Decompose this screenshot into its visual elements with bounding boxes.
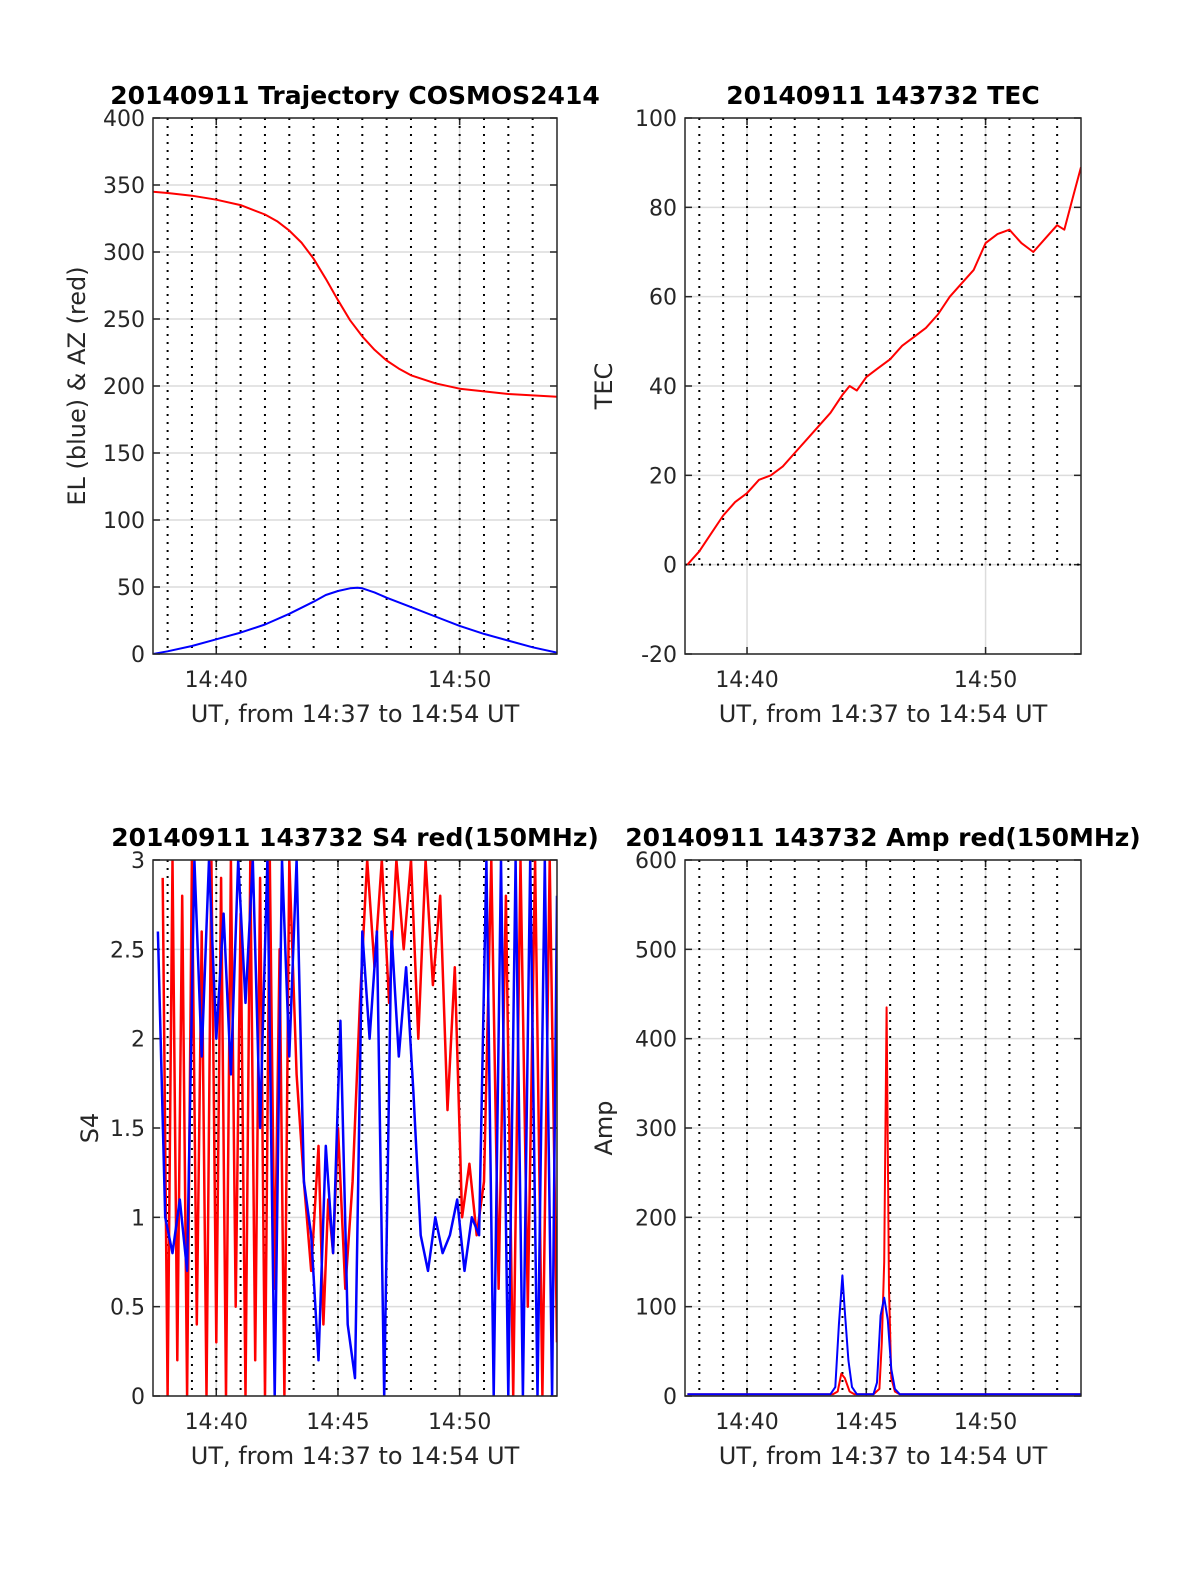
chart-tec: -20 0 20 40 60 80 100 14:40 14:50 20140911 1437…: [590, 81, 1082, 728]
y-tick-label: 3: [131, 849, 145, 874]
x-tick-label: 14:40: [185, 668, 248, 693]
x-tick-label: 14:45: [306, 1410, 369, 1435]
x-axis-label: UT, from 14:37 to 14:54 UT: [191, 1442, 520, 1470]
series-group: [156, 860, 557, 1396]
plot-frame: [684, 859, 1082, 1397]
series-line-amp_red: [687, 1006, 1081, 1396]
y-tick-label: 2.5: [110, 938, 145, 963]
y-tick-label: 250: [103, 308, 145, 333]
y-tick-label: 100: [635, 107, 677, 132]
y-tick-label: 60: [649, 286, 677, 311]
y-axis-label: Amp: [590, 1100, 618, 1155]
y-tick-label: 0: [663, 1385, 677, 1410]
y-tick-label: 150: [103, 442, 145, 467]
y-tick-label: 200: [103, 375, 145, 400]
minute-dotted-grid: [166, 118, 534, 654]
x-tick-label: 14:40: [715, 668, 778, 693]
chart-amp: 0 100 200 300 400 500 600 14:40 14:45 14:50 2014…: [590, 823, 1141, 1470]
y-tick-label: 100: [635, 1296, 677, 1321]
y-tick-label: 600: [635, 849, 677, 874]
x-tick-label: 14:50: [954, 668, 1017, 693]
y-tick-label: 50: [117, 576, 145, 601]
y-tick-label: 300: [103, 241, 145, 266]
y-tick-label: 0: [663, 554, 677, 579]
x-tick-label: 14:50: [428, 1410, 491, 1435]
y-tick-label: 350: [103, 174, 145, 199]
y-tick-label: -20: [641, 643, 677, 668]
chart-title: 20140911 143732 S4 red(150MHz): [111, 823, 599, 852]
y-tick-label: 300: [635, 1117, 677, 1142]
x-axis-label: UT, from 14:37 to 14:54 UT: [191, 700, 520, 728]
minute-dotted-grid: [685, 118, 1081, 566]
y-axis-label: EL (blue) & AZ (red): [63, 266, 91, 505]
y-tick-label: 400: [635, 1028, 677, 1053]
x-axis-label: UT, from 14:37 to 14:54 UT: [719, 700, 1048, 728]
y-tick-label: 20: [649, 464, 677, 489]
y-tick-label: 0: [131, 643, 145, 668]
series-group: [687, 1006, 1081, 1396]
series-line-az: [153, 190, 557, 398]
x-tick-label: 14:45: [835, 1410, 898, 1435]
chart-s4: 0 0.5 1 1.5 2 2.5 3 14:40 14:45 14:50 20140911 1…: [76, 823, 599, 1470]
x-axis-label: UT, from 14:37 to 14:54 UT: [719, 1442, 1048, 1470]
y-tick-label: 1: [131, 1206, 145, 1231]
series-group: [686, 166, 1081, 566]
y-tick-label: 400: [103, 107, 145, 132]
y-axis-label: TEC: [590, 363, 618, 411]
x-tick-label: 14:40: [715, 1410, 778, 1435]
y-tick-label: 80: [649, 196, 677, 221]
x-tick-label: 14:50: [954, 1410, 1017, 1435]
minute-dotted-grid: [698, 860, 1059, 1396]
chart-trajectory: 0 50 100 150 200 250 300 350 400 14:40 14:50 2014…: [63, 81, 600, 728]
y-tick-label: 0: [131, 1385, 145, 1410]
y-tick-label: 1.5: [110, 1117, 145, 1142]
plot-frame: [684, 117, 1082, 655]
x-tick-label: 14:40: [185, 1410, 248, 1435]
y-tick-label: 2: [131, 1028, 145, 1053]
y-tick-label: 100: [103, 509, 145, 534]
y-axis-label: S4: [76, 1113, 104, 1144]
y-tick-label: 0.5: [110, 1296, 145, 1321]
chart-title: 20140911 143732 Amp red(150MHz): [625, 823, 1141, 852]
chart-title: 20140911 143732 TEC: [726, 81, 1039, 110]
plot-frame: [152, 859, 558, 1397]
series-line-amp_blue: [687, 1274, 1081, 1396]
plot-frame: [152, 117, 558, 655]
y-tick-label: 200: [635, 1206, 677, 1231]
y-ticks: -20 0 20 40 60 80 100: [635, 107, 1081, 668]
series-line-tec: [686, 166, 1081, 566]
chart-title: 20140911 Trajectory COSMOS2414: [110, 81, 600, 110]
series-line-s4_blue: [156, 860, 557, 1396]
y-tick-label: 40: [649, 375, 677, 400]
y-tick-label: 500: [635, 938, 677, 963]
series-group: [153, 190, 557, 654]
x-tick-label: 14:50: [428, 668, 491, 693]
series-line-el: [153, 586, 557, 654]
